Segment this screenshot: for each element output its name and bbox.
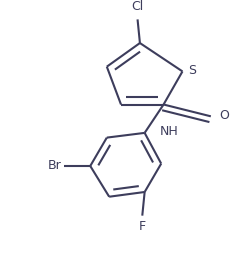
Text: O: O [219, 109, 229, 122]
Text: S: S [188, 64, 197, 77]
Text: F: F [139, 220, 146, 233]
Text: Br: Br [48, 160, 62, 172]
Text: Cl: Cl [131, 1, 144, 13]
Text: NH: NH [160, 125, 179, 138]
